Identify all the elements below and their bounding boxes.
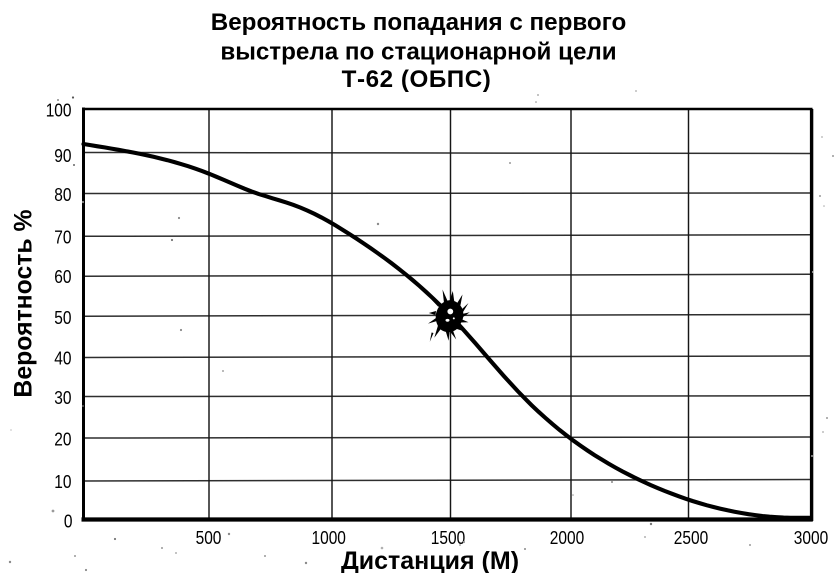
svg-text:выстрела по стационарной цели: выстрела по стационарной цели	[220, 38, 616, 65]
svg-text:50: 50	[54, 308, 71, 328]
svg-text:40: 40	[54, 349, 71, 369]
svg-text:Вероятность %: Вероятность %	[11, 209, 38, 397]
svg-text:Т-62 (ОБПС): Т-62 (ОБПС)	[342, 66, 492, 93]
svg-text:30: 30	[54, 388, 71, 408]
svg-text:100: 100	[46, 100, 72, 120]
svg-text:10: 10	[54, 472, 71, 492]
svg-text:3000: 3000	[794, 528, 828, 548]
svg-text:Дистанция (М): Дистанция (М)	[341, 547, 519, 573]
svg-text:1500: 1500	[431, 528, 465, 548]
svg-text:60: 60	[54, 267, 71, 287]
svg-text:20: 20	[54, 430, 71, 450]
svg-text:1000: 1000	[312, 528, 346, 548]
svg-text:70: 70	[54, 228, 71, 248]
svg-text:2000: 2000	[550, 528, 584, 548]
svg-text:80: 80	[54, 185, 71, 205]
svg-text:90: 90	[54, 146, 71, 166]
svg-text:Вероятность попадания с первог: Вероятность попадания с первого	[211, 9, 627, 36]
svg-text:2500: 2500	[674, 528, 708, 548]
svg-text:0: 0	[64, 511, 73, 531]
svg-text:500: 500	[196, 528, 222, 548]
